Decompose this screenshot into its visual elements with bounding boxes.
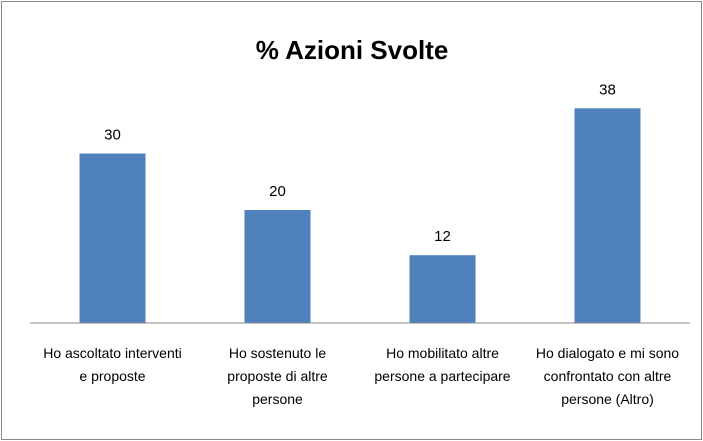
bar <box>79 153 146 323</box>
data-label: 20 <box>269 183 286 200</box>
data-label: 12 <box>434 228 451 245</box>
bar <box>574 108 641 323</box>
chart-title: % Azioni Svolte <box>256 35 449 65</box>
x-tick-label: Ho sostenuto le proposte di altre person… <box>227 345 328 407</box>
data-label: 38 <box>599 81 616 98</box>
bar <box>244 210 311 323</box>
x-tick-label: Ho mobilitato altre persone a partecipar… <box>374 345 511 384</box>
x-tick-label: Ho ascoltato interventi e proposte <box>43 345 182 384</box>
data-label: 30 <box>104 126 121 143</box>
x-tick-label: Ho dialogato e mi sono confrontato con a… <box>535 345 680 407</box>
bar <box>409 255 476 323</box>
